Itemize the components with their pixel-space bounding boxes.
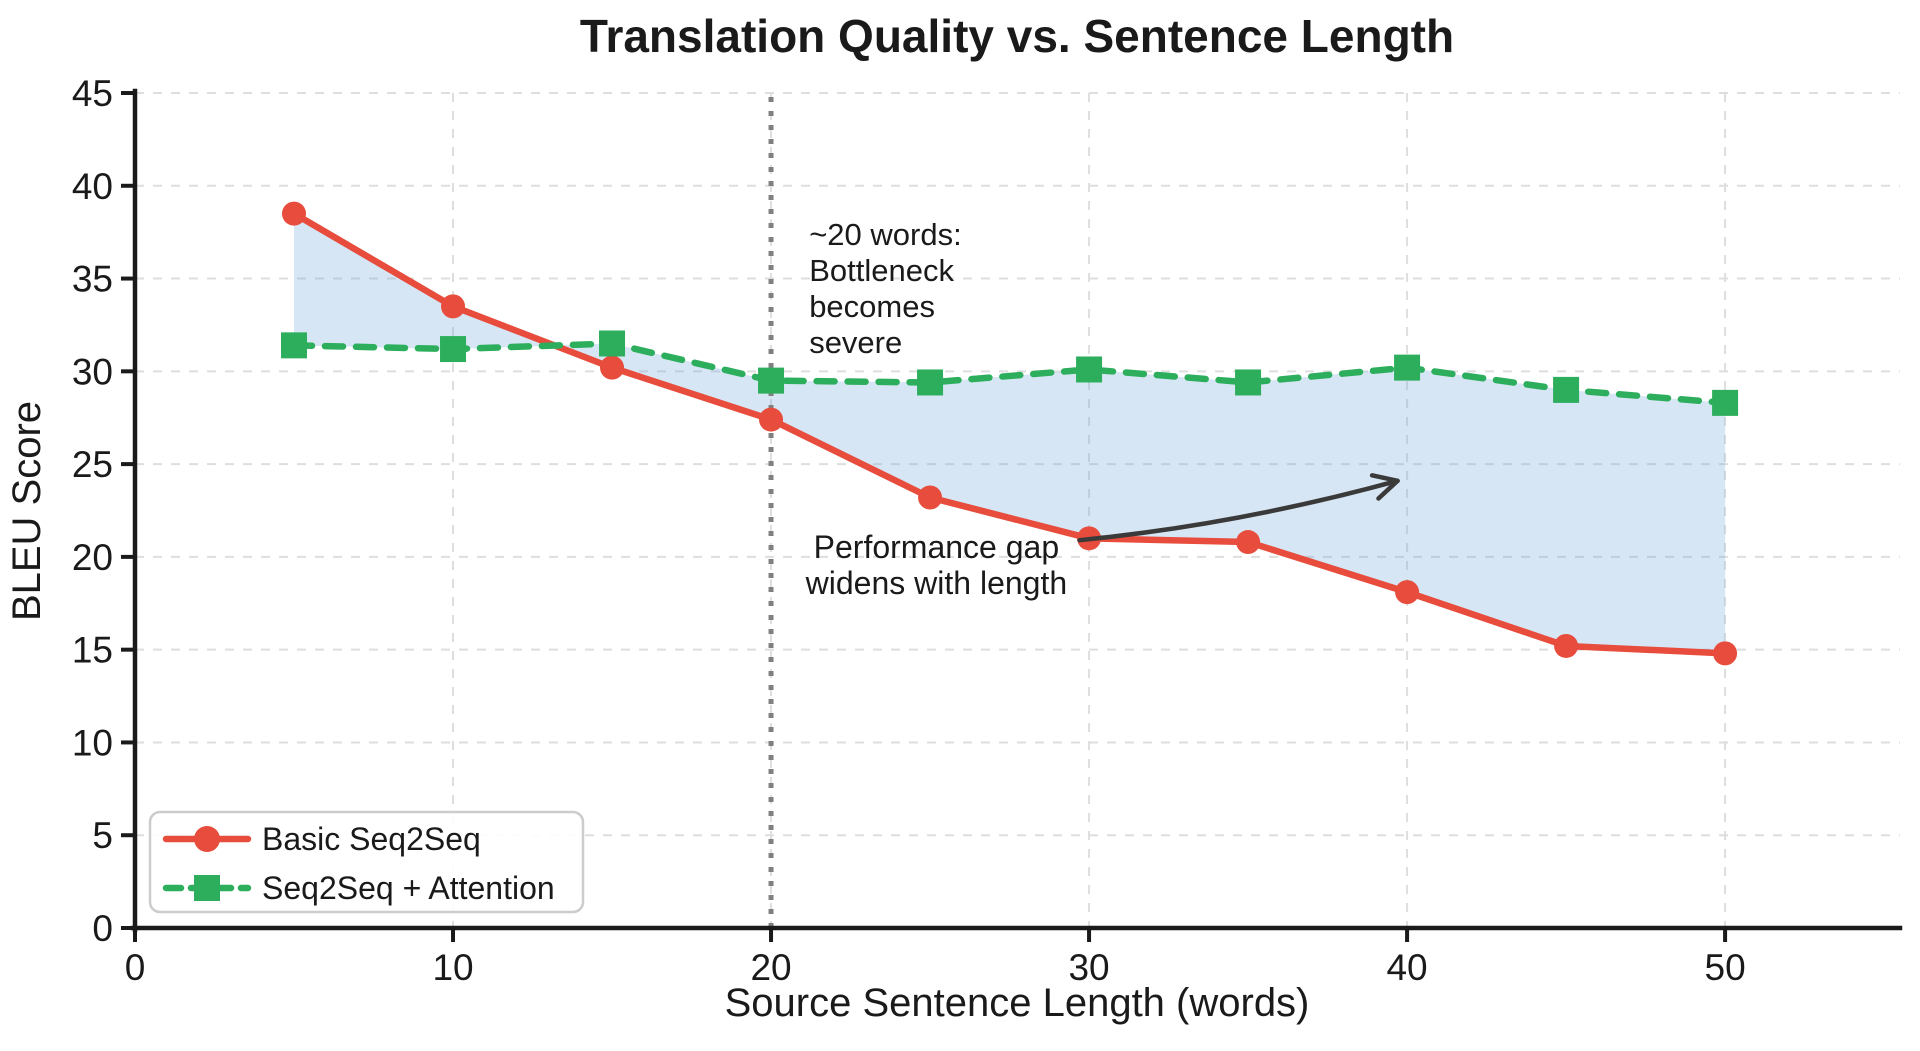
y-tick-label-40: 40 [72, 166, 113, 207]
y-tick-label-10: 10 [72, 722, 113, 763]
gap-fill-layer [294, 213, 1726, 654]
legend-label-seq2seq-attention: Seq2Seq + Attention [262, 870, 555, 906]
data-point-0-x45 [1554, 633, 1579, 658]
series-layer [281, 201, 1739, 666]
y-tick-label-35: 35 [72, 259, 113, 300]
annotation-gap-line-1: Performance gap [814, 529, 1059, 565]
annotation-bottleneck-line-1: ~20 words: [809, 217, 962, 252]
data-point-0-x5 [282, 201, 307, 226]
legend-box [148, 810, 585, 914]
legend-square-marker-icon [194, 875, 220, 901]
arrow-head-0 [1369, 473, 1400, 484]
x-axis-label: Source Sentence Length (words) [725, 981, 1310, 1025]
data-point-0-x50 [1713, 641, 1738, 666]
data-point-1-x5 [281, 332, 308, 359]
annotation-gap: Performance gap widens with length [805, 529, 1067, 601]
data-point-0-x40 [1395, 580, 1420, 605]
annotation-bottleneck-line-3: becomes [809, 289, 935, 324]
y-tick-label-45: 45 [72, 73, 113, 114]
series-line-0 [290, 210, 1729, 657]
legend-samples [162, 826, 252, 901]
y-tick-label-20: 20 [72, 537, 113, 578]
x-tick-label-40: 40 [1386, 947, 1427, 988]
data-point-1-x10 [440, 336, 467, 363]
arrow-shaft [1077, 478, 1400, 543]
annotation-gap-line-2: widens with length [805, 565, 1067, 601]
y-axis-label: BLEU Score [5, 401, 49, 621]
data-point-0-x15 [600, 355, 625, 380]
legend: Basic Seq2Seq Seq2Seq + Attention [148, 810, 585, 914]
chart-title: Translation Quality vs. Sentence Length [580, 10, 1454, 62]
data-point-0-x35 [1236, 530, 1261, 555]
y-tick-label-15: 15 [72, 630, 113, 671]
data-point-1-x15 [599, 330, 626, 357]
annotation-bottleneck: ~20 words: Bottleneck becomes severe [809, 217, 962, 360]
arrow-head-1 [1376, 478, 1400, 501]
legend-circle-marker-icon [194, 826, 220, 852]
data-point-1-x25 [917, 369, 944, 396]
gap-arrow [1077, 473, 1400, 543]
x-tick-label-50: 50 [1705, 947, 1746, 988]
grid-layer [135, 92, 1900, 928]
axes-layer: 0 10 20 30 40 50 0 5 10 15 20 25 30 35 40 45 [72, 73, 1903, 988]
y-tick-label-30: 30 [72, 351, 113, 392]
x-tick-label-0: 0 [125, 947, 146, 988]
annotation-bottleneck-line-2: Bottleneck [809, 253, 954, 288]
data-point-0-x20 [759, 407, 784, 432]
x-tick-label-10: 10 [432, 947, 473, 988]
data-point-1-x45 [1553, 376, 1580, 403]
y-tick-label-0: 0 [92, 908, 113, 949]
x-tick-label-30: 30 [1068, 947, 1109, 988]
data-point-1-x40 [1394, 354, 1421, 381]
legend-label-basic-seq2seq: Basic Seq2Seq [262, 821, 481, 857]
data-point-0-x25 [918, 485, 943, 510]
annotation-bottleneck-line-4: severe [809, 325, 902, 360]
data-point-1-x50 [1712, 389, 1739, 416]
data-point-1-x20 [758, 367, 785, 394]
series-line-1 [290, 340, 1729, 407]
y-tick-label-5: 5 [92, 815, 113, 856]
data-point-1-x30 [1076, 356, 1103, 383]
y-tick-label-25: 25 [72, 444, 113, 485]
x-tick-label-20: 20 [750, 947, 791, 988]
data-point-1-x35 [1235, 369, 1262, 396]
performance-gap-fill [294, 213, 1726, 654]
data-point-0-x10 [441, 294, 466, 319]
